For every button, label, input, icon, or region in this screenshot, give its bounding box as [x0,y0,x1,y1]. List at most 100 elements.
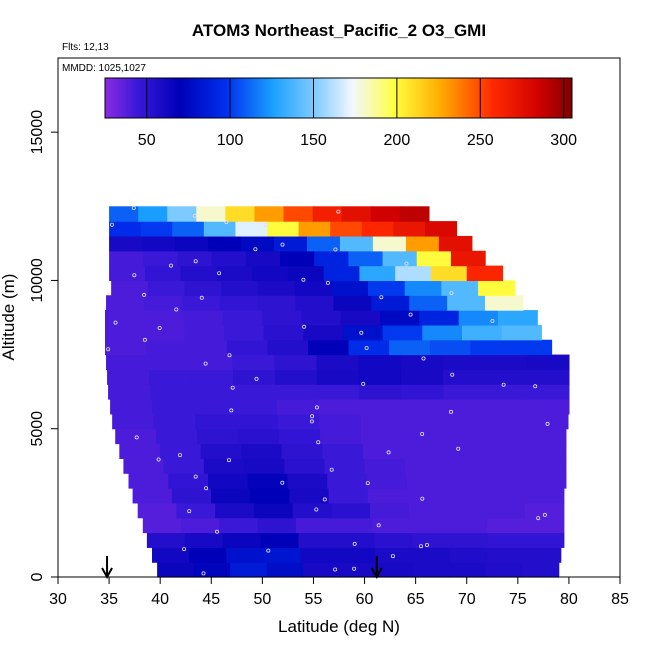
heatmap-cell [112,413,155,430]
plot-frame [57,57,621,578]
heatmap-cell [303,562,341,578]
sample-marker [336,209,341,214]
heatmap-cell [443,384,486,400]
heatmap-cell [322,443,364,459]
heatmap-cell [287,265,325,282]
heatmap-cell [233,384,277,400]
sample-marker [113,320,118,325]
sample-marker [536,516,541,521]
arrow-head-icon [101,567,113,580]
sample-marker [203,361,208,366]
heatmap-cell [526,413,569,430]
heatmap-cell [307,339,350,356]
heatmap-cell [280,250,315,267]
heatmap-cell [399,206,430,222]
heatmap-cell [142,517,182,534]
heatmap-cell [339,235,374,252]
heatmap-cell [443,413,486,430]
heatmap-cell [176,502,216,519]
heatmap-cell [312,206,343,222]
heatmap-cell [238,428,280,445]
heatmap-cell [132,488,173,504]
sample-marker [364,345,369,350]
x-tick-label: 35 [100,591,118,608]
sample-marker [193,474,198,479]
sample-marker [352,566,357,571]
sample-marker [448,409,453,414]
sample-marker [390,554,395,559]
x-tick-label: 75 [509,591,527,608]
sample-marker [408,312,413,317]
heatmap-cell [487,517,527,534]
heatmap-cell [295,517,335,534]
heatmap-cell [485,295,524,311]
sample-marker [157,325,162,330]
heatmap-cell [402,413,445,430]
heatmap-cell [450,250,486,267]
heatmap-cell [147,280,186,296]
heatmap-cell [191,369,234,385]
sample-marker [199,295,204,300]
heatmap-cell [400,369,444,385]
heatmap-cell [328,488,369,504]
sample-marker [214,529,219,534]
sample-marker [386,450,391,455]
heatmap-cell [235,399,278,415]
heatmap-cell [409,295,448,311]
sample-marker [301,277,306,282]
heatmap-cell [527,399,570,415]
heatmap-cell [215,502,255,519]
x-tick-label: 45 [202,591,220,608]
heatmap-cell [333,295,372,311]
heatmap-cell [441,280,479,296]
heatmap-cell [267,221,300,237]
heatmap-cell [281,443,323,459]
heatmap-cell [484,354,528,370]
heatmap-cell [402,399,445,415]
heatmap-cell [190,354,233,370]
heatmap-cell [105,339,147,356]
heatmap-cell [184,532,224,548]
sample-marker [322,497,327,502]
heatmap-cell [157,562,195,578]
sample-marker [187,509,192,514]
flights-label: Flts: 12,13 [62,42,109,53]
heatmap-cell [252,265,289,282]
sample-marker [217,271,222,276]
colorbar-tick-label: 50 [138,132,156,149]
heatmap-cell [374,532,413,548]
heatmap-cell [371,295,410,311]
heatmap-cell [195,413,238,430]
heatmap-cell [292,502,332,519]
sample-marker [156,457,161,462]
heatmap-cell [257,517,297,534]
heatmap-cell [484,369,528,385]
heatmap-cell [443,399,487,415]
heatmap-cell [358,354,402,370]
heatmap-cell [450,532,489,548]
heatmap-cell [372,235,407,252]
sample-marker [352,541,357,546]
sample-marker [310,414,315,419]
heatmap-cell [410,517,450,534]
heatmap-cell [219,517,259,534]
heatmap-cell [253,502,294,519]
heatmap-cell [109,206,139,222]
heatmap-cell [183,310,224,326]
heatmap-cell [525,458,567,474]
colorbar [104,77,573,119]
heatmap-cell [407,488,447,504]
heatmap-cell [216,265,253,282]
heatmap-cell [306,235,341,252]
heatmap-cell [153,413,196,430]
sample-marker [204,486,209,491]
heatmap-cell [276,399,320,415]
heatmap-cell [320,428,362,445]
heatmap-cell [143,295,183,311]
heatmap-cell [263,324,304,341]
heatmap-cell [109,235,143,252]
heatmap-cell [110,399,153,415]
heatmap-cell [412,532,451,548]
sample-marker [376,523,381,528]
heatmap-cell [466,265,504,282]
